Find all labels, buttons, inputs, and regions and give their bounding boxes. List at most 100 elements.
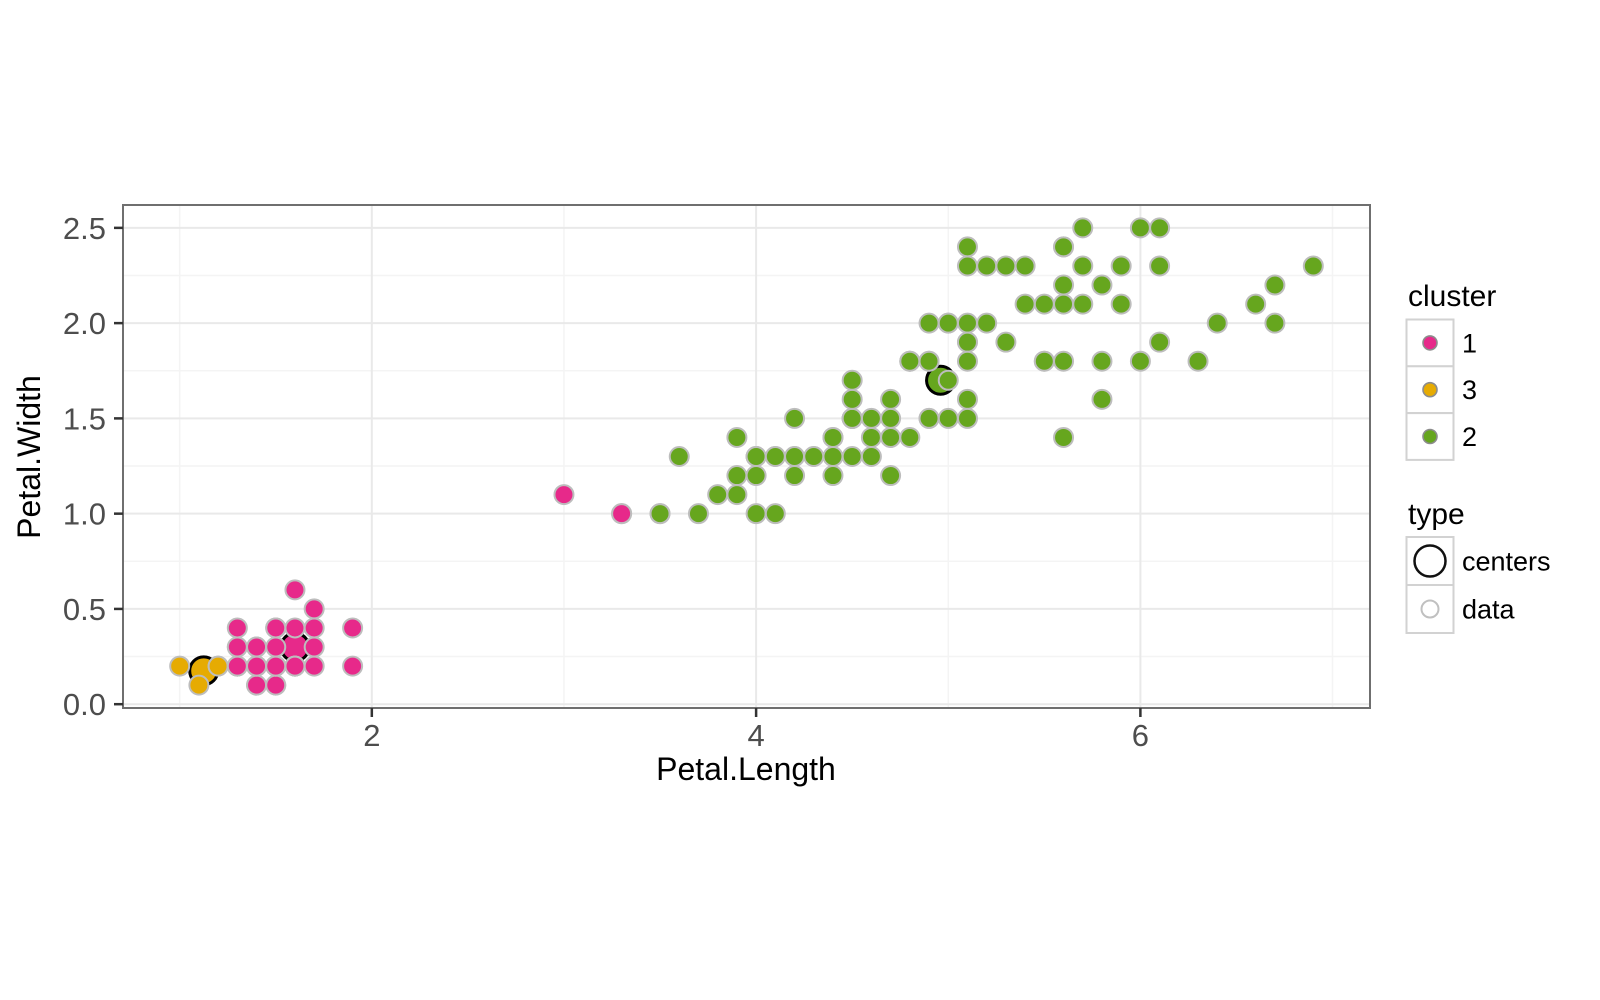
data-point	[1187, 350, 1209, 372]
data-point	[745, 465, 767, 487]
data-point	[822, 426, 844, 448]
data-point	[265, 674, 287, 696]
data-point	[1129, 350, 1151, 372]
legend-cluster-label: 1	[1462, 328, 1477, 358]
data-point	[745, 503, 767, 525]
data-point	[995, 255, 1017, 277]
y-tick-label: 0.5	[63, 592, 106, 627]
data-point	[1033, 293, 1055, 315]
legend: cluster 1 3 2 type centers data	[1405, 280, 1551, 634]
y-axis-title: Petal.Width	[11, 375, 47, 539]
legend-centers-circle	[1413, 544, 1447, 578]
data-point	[246, 655, 268, 677]
data-point	[918, 350, 940, 372]
data-point	[246, 636, 268, 658]
data-point	[745, 446, 767, 467]
legend-cluster-title: cluster	[1408, 280, 1496, 313]
data-point	[1053, 350, 1075, 372]
x-tick-label: 6	[1132, 718, 1149, 753]
legend-cluster-dot	[1422, 428, 1438, 445]
data-point	[880, 407, 902, 429]
data-point	[265, 617, 287, 639]
data-point	[918, 312, 940, 334]
data-point	[995, 331, 1017, 353]
data-point	[899, 350, 921, 372]
data-point	[611, 503, 633, 525]
data-point	[1091, 274, 1113, 296]
data-point	[707, 484, 729, 506]
x-tick-label: 4	[747, 718, 764, 753]
data-point	[226, 617, 248, 639]
data-point	[1053, 236, 1075, 258]
data-point	[880, 388, 902, 410]
data-point	[764, 446, 786, 467]
data-point	[284, 579, 306, 601]
legend-cluster-label: 2	[1462, 422, 1477, 452]
data-point	[226, 655, 248, 677]
data-point	[1264, 274, 1286, 296]
data-point	[860, 426, 882, 448]
data-point	[1110, 255, 1132, 277]
data-point	[303, 655, 325, 677]
legend-cluster-keys: 1 3 2	[1405, 318, 1477, 461]
y-tick-label: 0.0	[63, 687, 106, 722]
data-point	[1053, 426, 1075, 448]
data-point	[1091, 350, 1113, 372]
data-points-layer	[169, 217, 1324, 696]
x-axis-title: Petal.Length	[656, 751, 836, 787]
data-point	[1206, 312, 1228, 334]
data-point	[976, 255, 998, 277]
data-point	[1129, 217, 1151, 239]
data-point	[841, 369, 863, 391]
data-point	[1264, 312, 1286, 334]
data-point	[860, 446, 882, 467]
data-point	[1072, 217, 1094, 239]
data-point	[1302, 255, 1324, 277]
data-point	[956, 236, 978, 258]
data-point	[342, 617, 364, 639]
data-point	[226, 636, 248, 658]
data-point	[726, 484, 748, 506]
data-point	[880, 465, 902, 487]
legend-data-circle	[1420, 599, 1440, 619]
data-point	[726, 465, 748, 487]
data-point	[937, 312, 959, 334]
y-tick-label: 2.5	[63, 211, 106, 246]
legend-cluster-label: 3	[1462, 375, 1477, 405]
data-point	[207, 655, 229, 677]
data-point	[649, 503, 671, 525]
data-point	[956, 350, 978, 372]
data-point	[303, 636, 325, 658]
data-point	[956, 407, 978, 429]
data-point	[1072, 293, 1094, 315]
data-point	[956, 388, 978, 410]
data-point	[1110, 293, 1132, 315]
data-point	[822, 446, 844, 467]
legend-cluster-dot	[1422, 335, 1438, 351]
data-point	[284, 655, 306, 677]
data-point	[1053, 293, 1075, 315]
data-point	[1053, 274, 1075, 296]
legend-cluster-dot	[1422, 381, 1438, 398]
data-point	[956, 255, 978, 277]
data-point	[841, 388, 863, 410]
data-point	[1033, 350, 1055, 372]
x-axis: 2 4 6	[363, 708, 1149, 753]
data-point	[687, 503, 709, 525]
data-point	[784, 446, 806, 467]
data-point	[188, 674, 210, 696]
y-tick-label: 1.5	[63, 401, 106, 436]
data-point	[956, 312, 978, 334]
data-point	[1072, 255, 1094, 277]
data-point	[169, 655, 191, 677]
data-point	[841, 446, 863, 467]
data-point	[1014, 255, 1036, 277]
data-point	[1245, 293, 1267, 315]
data-point	[937, 369, 959, 391]
legend-type-label: centers	[1462, 547, 1551, 577]
data-point	[899, 426, 921, 448]
data-point	[668, 446, 690, 467]
data-point	[860, 407, 882, 429]
